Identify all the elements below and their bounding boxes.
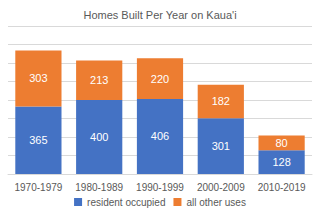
svg-text:301: 301 — [212, 140, 230, 152]
svg-text:220: 220 — [151, 73, 169, 85]
svg-text:1970-1979: 1970-1979 — [14, 182, 62, 193]
svg-text:1990-1999: 1990-1999 — [136, 182, 184, 193]
svg-text:Homes Built Per Year on Kaua'i: Homes Built Per Year on Kaua'i — [83, 9, 236, 21]
svg-text:80: 80 — [275, 137, 287, 149]
svg-text:182: 182 — [212, 95, 230, 107]
svg-text:resident occupied: resident occupied — [87, 197, 165, 208]
svg-text:2000-2009: 2000-2009 — [197, 182, 245, 193]
svg-text:406: 406 — [151, 130, 169, 142]
svg-text:303: 303 — [29, 72, 47, 84]
svg-text:213: 213 — [90, 74, 108, 86]
svg-text:400: 400 — [90, 131, 108, 143]
svg-text:128: 128 — [272, 156, 290, 168]
svg-text:365: 365 — [29, 134, 47, 146]
svg-text:1980-1989: 1980-1989 — [75, 182, 123, 193]
svg-text:all other uses: all other uses — [186, 197, 245, 208]
svg-text:2010-2019: 2010-2019 — [258, 182, 306, 193]
